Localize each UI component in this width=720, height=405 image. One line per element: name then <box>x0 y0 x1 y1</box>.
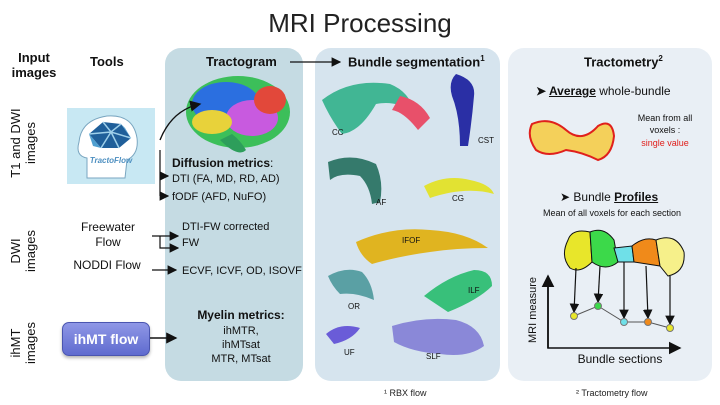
profiles-heading: ➤ Bundle Profiles <box>560 190 659 204</box>
bundle-label-or: OR <box>348 302 360 311</box>
mean-all-text: Mean from all voxels : <box>637 113 693 135</box>
bundle-af-image <box>328 157 382 204</box>
axis-xlabel: Bundle sections <box>577 352 663 366</box>
diffusion-metrics-title: Diffusion metrics: <box>172 156 274 170</box>
page-title: MRI Processing <box>268 8 452 38</box>
myelin-metrics-title: Myelin metrics: <box>197 308 285 322</box>
average-bundle-shape <box>528 120 616 162</box>
header-tractometry: Tractometry2 <box>584 54 663 70</box>
bundle-or-image <box>328 269 374 300</box>
profile-point <box>620 318 628 326</box>
header-input-images: Input images <box>11 50 57 80</box>
bundle-label-cst: CST <box>478 136 494 145</box>
metric-dtifw-1: DTI-FW corrected <box>182 221 270 233</box>
bundle-cst-image <box>450 74 475 146</box>
metric-dti: DTI (FA, MD, RD, AD) <box>172 173 280 185</box>
tool-noddi-flow: NODDI Flow <box>73 258 141 272</box>
tractometry-panel <box>508 48 712 381</box>
metric-noddi: ECVF, ICVF, OD, ISOVF <box>182 265 302 277</box>
bundle-label-uf: UF <box>344 348 355 357</box>
header-bundle-segmentation: Bundle segmentation1 <box>348 54 485 70</box>
profile-point <box>644 318 652 326</box>
bundle-ilf-image <box>424 270 492 312</box>
bundle-profile-shape <box>564 229 685 277</box>
bundle-label-slf: SLF <box>426 352 441 361</box>
bundle-label-cg: CG <box>452 194 464 203</box>
myelin-metric-2: ihMTsat <box>222 339 260 351</box>
header-tractogram: Tractogram <box>206 54 277 69</box>
bundle-label-cc: CC <box>332 128 344 137</box>
bundle-cg-image <box>424 178 494 198</box>
average-heading: ➤ Average whole-bundle <box>536 84 671 98</box>
footnote-rbx: ¹ RBX flow <box>384 388 427 398</box>
bundle-slf-image <box>392 318 484 355</box>
tractoflow-logo: TractoFlow <box>67 108 155 184</box>
bundle-ifof-image <box>356 229 488 264</box>
single-value-text: single value <box>641 138 689 148</box>
profile-point <box>666 324 674 332</box>
bundle-label-ifof: IFOF <box>402 236 421 245</box>
profile-point <box>570 312 578 320</box>
bundle-label-ilf: ILF <box>468 286 480 295</box>
ihmt-flow-button[interactable]: ihMT flow <box>62 322 150 356</box>
axis-ylabel: MRI measure <box>527 276 539 344</box>
metric-fodf: fODF (AFD, NuFO) <box>172 191 267 203</box>
tractogram-brain-image <box>186 76 290 153</box>
bundle-cc-image <box>322 82 430 134</box>
tool-freewater-flow: Freewater Flow <box>80 220 136 249</box>
header-tools: Tools <box>90 54 124 69</box>
footnote-tractometry: ² Tractometry flow <box>576 388 648 398</box>
myelin-metric-1: ihMTR, <box>223 325 259 337</box>
bundle-uf-image <box>326 326 360 344</box>
metric-dtifw-2: FW <box>182 237 200 249</box>
bundle-label-af: AF <box>376 198 387 207</box>
myelin-metric-3: MTR, MTsat <box>211 353 271 365</box>
profiles-description: Mean of all voxels for each section <box>542 208 682 218</box>
profile-point <box>594 302 602 310</box>
